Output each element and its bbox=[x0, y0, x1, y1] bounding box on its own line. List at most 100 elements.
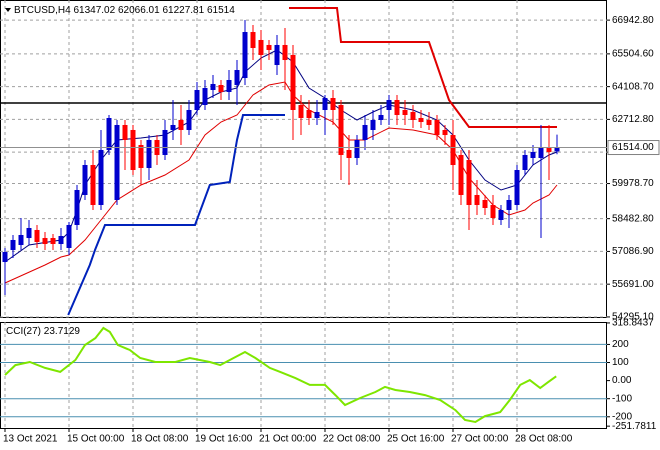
candle-body bbox=[138, 145, 144, 168]
y-tick-label: -200 bbox=[612, 411, 632, 422]
chart-header: BTCUSD,H4 61347.02 62066.01 61227.81 615… bbox=[14, 5, 235, 16]
x-tick-label: 18 Oct 08:00 bbox=[131, 434, 189, 445]
cci-last: 23.7129 bbox=[44, 326, 81, 337]
y-tick-label: -100 bbox=[612, 393, 632, 404]
x-tick-label: 25 Oct 16:00 bbox=[387, 434, 445, 445]
candle-body bbox=[498, 209, 504, 220]
candle-body bbox=[66, 224, 72, 248]
candle-body bbox=[58, 236, 64, 245]
candle-body bbox=[506, 199, 512, 210]
y-tick-label: 59978.70 bbox=[612, 178, 654, 189]
candle-body bbox=[210, 83, 216, 91]
candle-body bbox=[370, 119, 376, 130]
candle-body bbox=[346, 149, 352, 158]
candle-body bbox=[266, 44, 272, 50]
y-tick-label: 62712.80 bbox=[612, 114, 654, 125]
y-tick-label: 58482.80 bbox=[612, 213, 654, 224]
y-tick-label: 65504.60 bbox=[612, 49, 654, 60]
candle-body bbox=[490, 204, 496, 219]
y-tick-label: 54295.10 bbox=[612, 312, 654, 323]
candle-body bbox=[522, 154, 528, 171]
high: 62066.01 bbox=[118, 5, 160, 16]
candle-body bbox=[530, 152, 536, 158]
candle-body bbox=[330, 98, 336, 110]
candle-body bbox=[114, 124, 120, 200]
candle-body bbox=[466, 160, 472, 205]
y-tick-label: 57086.90 bbox=[612, 246, 654, 257]
low: 61227.81 bbox=[162, 5, 204, 16]
menu-arrow bbox=[5, 8, 11, 12]
candle-body bbox=[2, 252, 8, 263]
price-plot bbox=[0, 0, 607, 318]
candle-body bbox=[122, 124, 128, 140]
candle-body bbox=[378, 114, 384, 120]
candle-body bbox=[234, 70, 240, 86]
candle-body bbox=[298, 104, 304, 119]
y-tick-label: 200 bbox=[612, 339, 629, 350]
candle-body bbox=[178, 119, 184, 130]
candle-body bbox=[250, 32, 256, 48]
candle-body bbox=[74, 190, 80, 225]
candle-body bbox=[410, 111, 416, 120]
x-tick-label: 22 Oct 08:00 bbox=[323, 434, 381, 445]
candle-body bbox=[546, 147, 552, 153]
current-price-label: 61514.00 bbox=[612, 142, 654, 153]
cci-plot bbox=[0, 322, 607, 428]
candle-body bbox=[82, 165, 88, 196]
candle-body bbox=[274, 44, 280, 66]
price-panel bbox=[0, 0, 607, 318]
indicator-line bbox=[289, 7, 557, 128]
y-tick-label: 100 bbox=[612, 357, 629, 368]
open: 61347.02 bbox=[73, 5, 115, 16]
candle-body bbox=[242, 32, 248, 79]
cci-line bbox=[4, 326, 557, 424]
candle-body bbox=[50, 238, 56, 245]
candle-body bbox=[514, 170, 520, 205]
x-tick-label: 28 Oct 08:00 bbox=[515, 434, 573, 445]
x-tick-label: 19 Oct 16:00 bbox=[195, 434, 253, 445]
x-tick-label: 21 Oct 00:00 bbox=[259, 434, 317, 445]
candle-body bbox=[162, 129, 168, 155]
indicator-line bbox=[67, 114, 285, 316]
candle-body bbox=[306, 109, 312, 119]
candle-body bbox=[170, 124, 176, 130]
candle-body bbox=[482, 199, 488, 209]
y-tick-label: 318.8437 bbox=[612, 318, 654, 329]
candle-body bbox=[282, 44, 288, 61]
candle-body bbox=[338, 104, 344, 155]
candle-body bbox=[418, 118, 424, 123]
x-tick-label: 27 Oct 00:00 bbox=[451, 434, 509, 445]
candle-body bbox=[98, 149, 104, 205]
y-tick-label: 66942.80 bbox=[612, 15, 654, 26]
candle-body bbox=[426, 119, 432, 125]
candle-body bbox=[34, 229, 40, 243]
cci-header: CCI(27) 23.7129 bbox=[6, 326, 80, 337]
candle-body bbox=[394, 99, 400, 115]
candle-body bbox=[442, 129, 448, 136]
candle-body bbox=[322, 98, 328, 110]
candle-body bbox=[450, 135, 456, 166]
candle-body bbox=[362, 124, 368, 140]
candle-body bbox=[554, 147, 560, 152]
candle-body bbox=[26, 227, 32, 239]
candle-body bbox=[434, 119, 440, 136]
candle-body bbox=[386, 99, 392, 110]
candle-body bbox=[42, 238, 48, 245]
candle-body bbox=[402, 109, 408, 115]
candle-body bbox=[10, 239, 16, 250]
close: 61514 bbox=[207, 5, 235, 16]
candle-body bbox=[538, 147, 544, 158]
current-price-box bbox=[607, 140, 660, 156]
candle-body bbox=[290, 54, 296, 110]
y-tick-label: 0.00 bbox=[612, 375, 632, 386]
candle-body bbox=[146, 139, 152, 168]
indicator-line bbox=[4, 81, 558, 284]
x-tick-label: 15 Oct 00:00 bbox=[67, 434, 125, 445]
y-tick-label: 55691.00 bbox=[612, 279, 654, 290]
cci-title: CCI(27) bbox=[6, 326, 41, 337]
candle-body bbox=[354, 139, 360, 158]
candle-body bbox=[186, 109, 192, 130]
symbol: BTCUSD,H4 bbox=[14, 5, 71, 16]
